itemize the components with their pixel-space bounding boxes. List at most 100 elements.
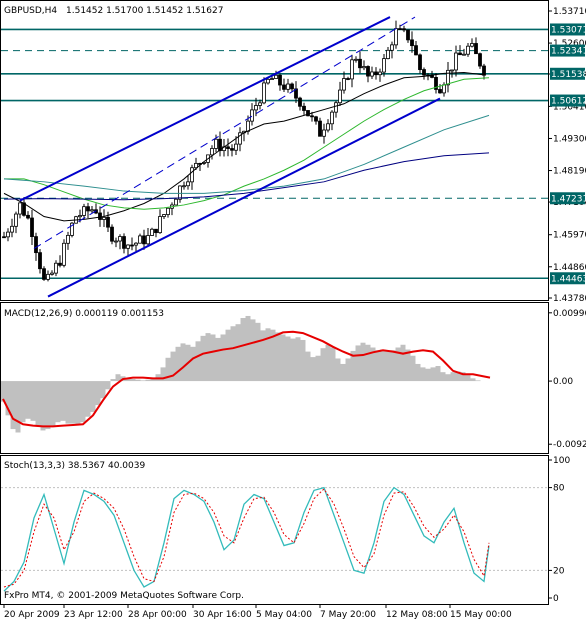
macd-hist-bar [170,351,176,382]
stoch-main-line [3,486,490,592]
main-title: GBPUSD,H4 [4,6,57,16]
candle-body [98,212,102,220]
candle-body [374,71,378,76]
macd-hist-bar [45,381,51,430]
stoch-signal-line [3,488,490,588]
macd-hist-bar [160,367,166,382]
candle-body [18,202,22,215]
macd-hist-bar [175,346,181,382]
macd-hist-bar [325,344,331,382]
stoch-tick-label: 100 [553,456,570,466]
time-axis: 20 Apr 2009 23 Apr 12:00 28 Apr 00:00 30 Ap… [3,604,512,620]
candle-body [142,235,146,245]
candle-body [354,58,358,61]
macd-hist-bar [65,381,71,424]
candle-body [310,115,314,118]
candle-body [358,58,362,69]
candle-body [394,28,398,46]
macd-hist-bar [295,337,301,382]
level-label: 1.50612 [551,97,586,107]
macd-hist-bar [400,344,406,382]
candle-body [370,71,374,77]
candle-body [6,231,10,238]
macd-hist-bar [240,318,246,382]
candle-body [306,110,310,117]
candle-body [134,242,138,246]
candle-body [274,74,278,79]
level-label-box [550,94,585,107]
macd-hist-bar [195,341,201,382]
candle-body [62,242,66,266]
macd-hist-bar [100,381,106,399]
macd-hist-bar [255,322,261,382]
candle-body [282,84,286,90]
macd-hist-bar [215,337,221,382]
time-tick-label: 30 Apr 16:00 [193,610,252,620]
candle-body [290,83,294,90]
candle-body [266,78,270,84]
candle-body [50,272,54,275]
candle-body [462,53,466,56]
macd-hist-bar [275,332,281,382]
macd-hist-bar [445,374,451,382]
macd-hist-bar [250,319,256,382]
macd-hist-bar [85,381,91,417]
candle-body [330,111,334,125]
candle-body [350,59,354,80]
macd-hist-bar [130,379,136,382]
macd-hist-bar [115,374,121,382]
macd-hist-bar [455,371,461,382]
price-tick-label: 1.44860 [553,263,586,273]
price-tick-label: 1.50410 [553,102,586,112]
macd-hist-bar [320,348,326,382]
level-label-box [550,23,585,36]
macd-tick-label: 0.00 [553,377,573,387]
macd-hist-bar [30,381,36,421]
candle-body [42,268,46,280]
macd-tick-label: -0.00921 [553,440,586,450]
candle-body [342,78,346,91]
macd-hist-bar [90,381,96,412]
macd-hist-bar [145,379,151,382]
macd-hist-bar [280,334,286,382]
candle-body [22,202,26,216]
macd-hist-bar [360,342,366,382]
channel-lower-line [47,97,441,298]
trend-channel [19,16,441,298]
macd-hist-bar [260,330,266,382]
candle-body [478,53,482,67]
macd-hist-bar [460,372,466,382]
macd-hist-bar [15,381,21,433]
macd-hist-bar [205,333,211,382]
macd-hist-bar [40,381,46,431]
macd-hist-bar [340,363,346,382]
candle-body [86,206,90,212]
macd-hist-bar [330,347,336,382]
macd-hist-bar [245,315,251,382]
macd-hist-bar [20,381,26,423]
macd-hist-bar [430,367,436,382]
level-label: 1.47231 [551,194,586,204]
candle-body [286,83,290,90]
macd-hist-bar [380,349,386,382]
macd-hist-bar [70,381,76,424]
macd-hist-bar [125,378,131,382]
macd-hist-bar [450,372,456,382]
ohlc-readout: 1.51452 1.51700 1.51452 1.51627 [66,6,223,16]
candle-body [446,69,450,86]
candle-body [46,273,50,280]
candle-body [114,240,118,243]
time-tick-label: 15 May 00:00 [450,610,512,620]
macd-hist-bar [270,329,276,382]
main-panel: 1.537101.526001.515301.504101.493001.481… [0,0,586,304]
level-label: 1.53071 [551,25,586,35]
macd-hist-bar [285,336,291,382]
macd-hist-bar [35,381,41,427]
candle-body [106,216,110,228]
macd-hist-bar [305,351,311,382]
macd-hist-bar [395,347,401,382]
time-tick-label: 12 May 08:00 [386,610,448,620]
candle-body [226,146,230,149]
candle-body [250,109,254,122]
macd-hist-bar [265,328,271,382]
